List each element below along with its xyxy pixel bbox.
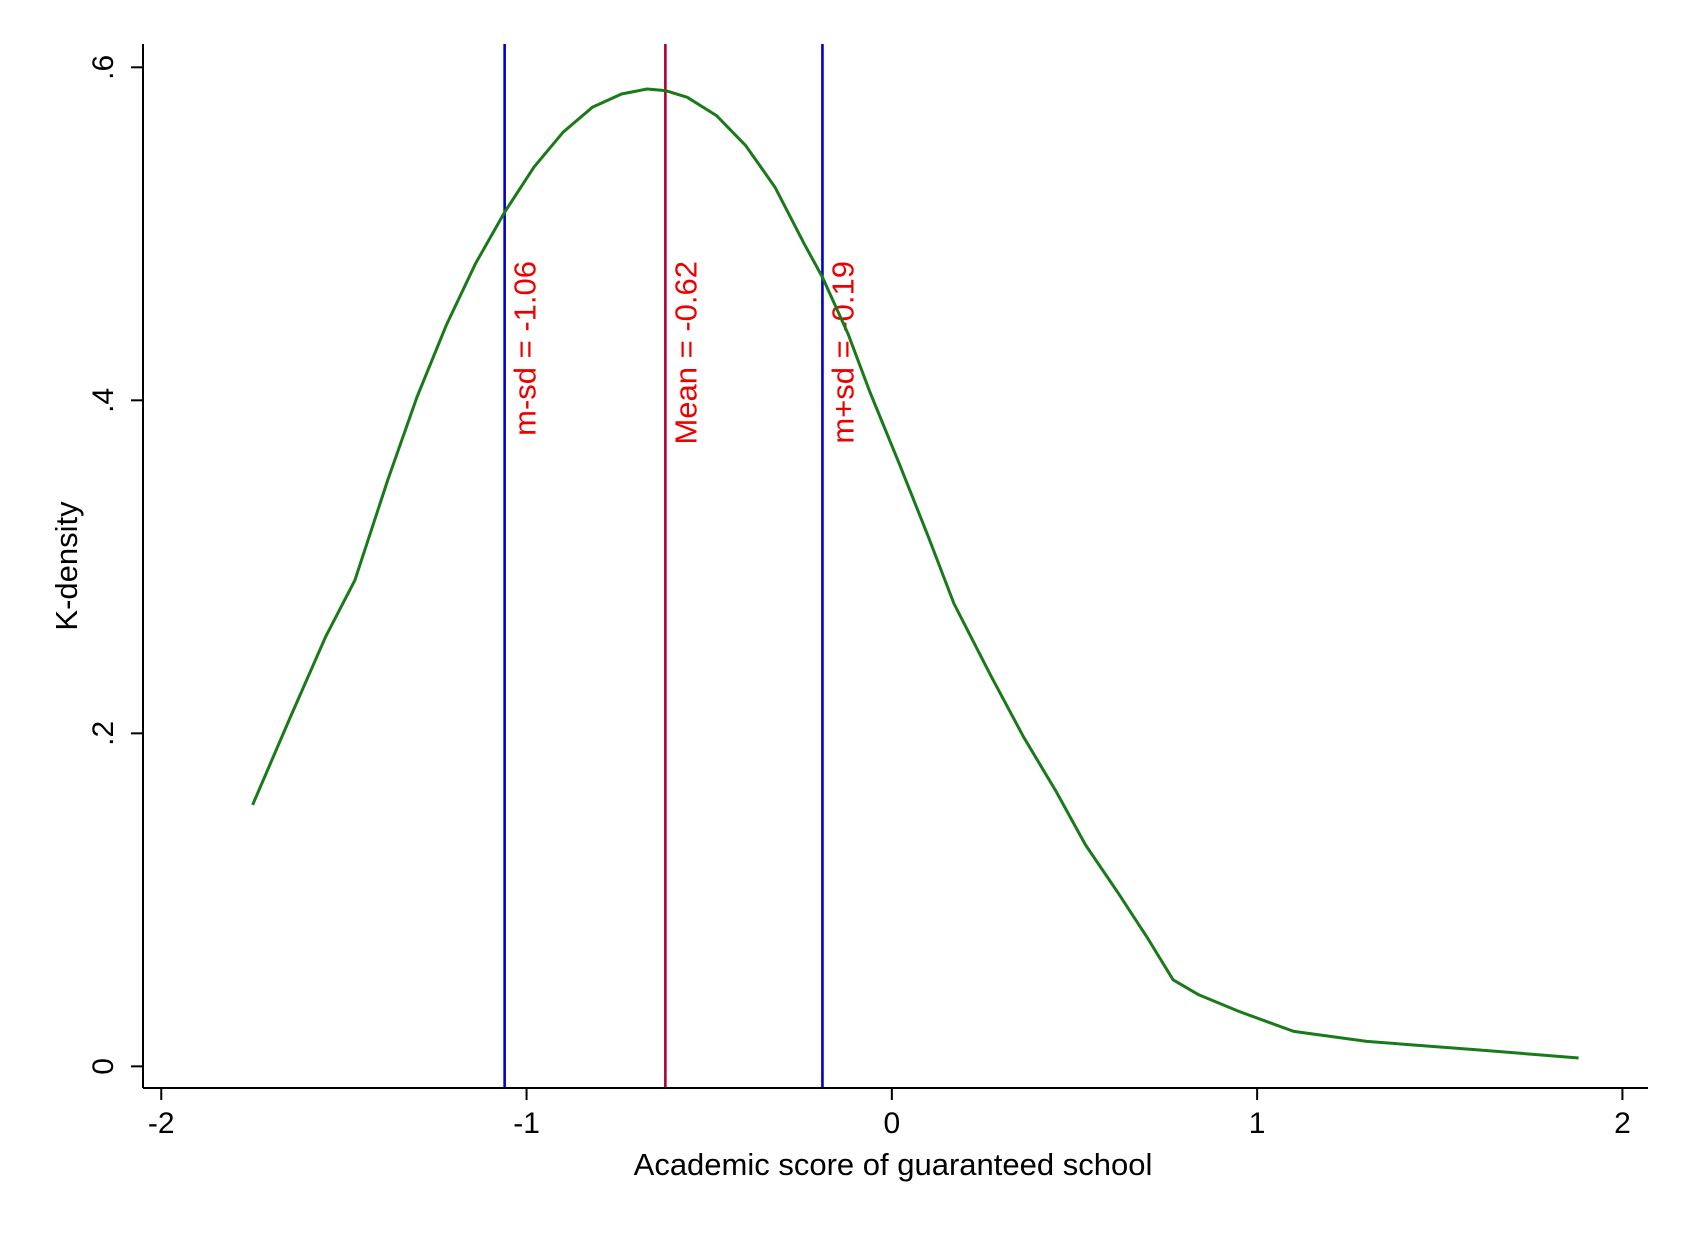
x-tick-label: -1 bbox=[513, 1107, 540, 1140]
x-tick-label: -2 bbox=[148, 1107, 175, 1140]
y-tick-label: .2 bbox=[87, 721, 120, 746]
y-tick-label: .6 bbox=[87, 55, 120, 80]
x-tick-label: 0 bbox=[884, 1107, 901, 1140]
x-tick-label: 2 bbox=[1614, 1107, 1631, 1140]
reference-line-label: m-sd = -1.06 bbox=[508, 261, 543, 436]
plot-area: m-sd = -1.06 Mean = -0.62 m+sd = -0.19 bbox=[251, 44, 1579, 1088]
reference-line-label: Mean = -0.62 bbox=[668, 261, 703, 445]
density-curve bbox=[251, 87, 1579, 1060]
x-tick-label: 1 bbox=[1249, 1107, 1266, 1140]
y-tick-label: .4 bbox=[87, 388, 120, 413]
x-axis-title: Academic score of guaranteed school bbox=[634, 1147, 1153, 1182]
y-axis-title: K-density bbox=[49, 501, 84, 631]
axes: -2 -1 0 1 2 0 .2 .4 .6 bbox=[87, 44, 1648, 1140]
y-tick-label: 0 bbox=[87, 1058, 120, 1075]
